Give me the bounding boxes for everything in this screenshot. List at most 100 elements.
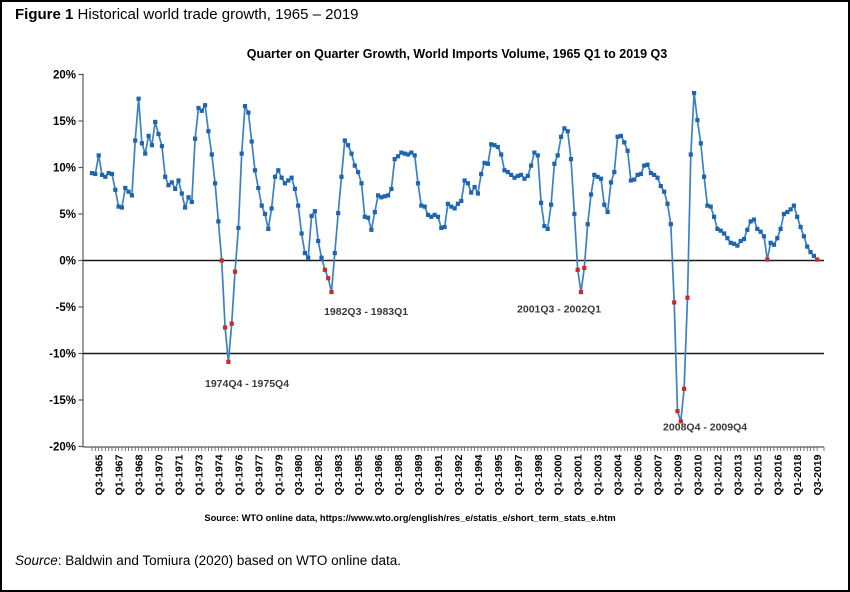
data-point-recession <box>575 267 580 272</box>
data-point <box>146 133 151 138</box>
data-point <box>163 174 168 179</box>
data-point <box>266 226 271 231</box>
data-point <box>522 176 527 181</box>
x-tick-label: Q3-1989 <box>413 454 425 495</box>
data-point <box>482 160 487 165</box>
data-point <box>239 151 244 156</box>
annotation-label: 1974Q4 - 1975Q4 <box>205 378 289 390</box>
x-tick-label: Q3-2001 <box>573 454 585 495</box>
data-point <box>289 175 294 180</box>
source-rest: : Baldwin and Tomiura (2020) based on WT… <box>57 553 401 568</box>
data-point <box>622 140 627 145</box>
data-point-recession <box>675 409 680 414</box>
data-point <box>555 153 560 158</box>
x-tick-label: Q3-1983 <box>333 454 345 495</box>
x-tick-label: Q1-2003 <box>593 454 605 495</box>
data-point <box>605 210 610 215</box>
data-point <box>153 119 158 124</box>
data-point <box>761 234 767 239</box>
y-tick-label: 0% <box>59 256 76 268</box>
data-point <box>472 184 477 190</box>
data-point <box>109 171 115 177</box>
data-point <box>312 209 317 214</box>
data-point <box>592 172 597 177</box>
data-point <box>565 129 570 134</box>
data-point <box>801 234 806 239</box>
data-point <box>292 186 297 191</box>
data-point-recession <box>229 321 234 326</box>
data-point <box>735 243 740 248</box>
x-tick-label: Q1-1985 <box>353 454 365 495</box>
data-point <box>359 181 364 186</box>
x-tick-label: Q3-2016 <box>772 454 784 495</box>
x-tick-label: Q1-1991 <box>433 454 445 495</box>
data-point <box>455 201 460 206</box>
data-point <box>662 189 667 194</box>
data-point <box>535 153 540 158</box>
data-point <box>775 236 780 241</box>
y-tick-label: 15% <box>53 116 76 128</box>
data-point <box>618 133 623 138</box>
data-point <box>99 172 105 177</box>
data-point <box>316 238 321 244</box>
data-point <box>688 152 693 157</box>
x-tick-label: Q3-2007 <box>653 454 665 495</box>
x-tick-label: Q1-1973 <box>193 454 205 495</box>
data-point <box>149 143 154 148</box>
x-tick-label: Q3-1974 <box>213 454 225 495</box>
x-tick-label: Q1-1967 <box>114 454 126 495</box>
data-point <box>475 191 480 196</box>
data-point <box>628 178 633 183</box>
data-point <box>598 176 604 181</box>
data-point <box>625 148 630 153</box>
data-point <box>339 174 344 179</box>
data-point <box>781 211 786 217</box>
x-tick-label: Q3-1977 <box>253 454 265 495</box>
data-point-recession <box>329 290 334 295</box>
data-point-recession <box>219 258 224 263</box>
data-point <box>645 162 650 167</box>
data-point <box>655 175 660 180</box>
data-point-recession <box>326 276 331 281</box>
data-point <box>595 174 600 179</box>
data-point <box>712 214 717 219</box>
data-point <box>279 175 284 180</box>
source-word: Source <box>15 553 58 568</box>
data-point <box>392 157 397 162</box>
data-point <box>745 227 750 232</box>
data-point <box>306 255 311 260</box>
data-point <box>608 180 614 185</box>
data-point <box>256 185 261 191</box>
data-point-recession <box>672 300 677 305</box>
x-tick-label: Q1-1997 <box>513 454 525 495</box>
data-point <box>708 204 713 209</box>
data-point <box>96 153 101 158</box>
data-point <box>738 238 743 244</box>
data-point <box>159 144 164 149</box>
data-point <box>286 178 291 183</box>
data-point <box>652 172 657 177</box>
data-point <box>342 138 347 143</box>
data-point <box>479 171 484 177</box>
data-point <box>602 202 607 207</box>
data-point <box>269 206 274 211</box>
data-point <box>771 242 777 247</box>
data-point <box>505 170 510 175</box>
data-point <box>612 170 617 175</box>
data-point <box>156 131 161 137</box>
y-tick-label: -10% <box>49 349 76 361</box>
annotation-label: 2001Q3 - 2002Q1 <box>517 303 601 315</box>
data-point <box>166 183 171 188</box>
data-point <box>116 204 121 209</box>
data-point <box>189 199 194 204</box>
data-point <box>452 206 457 211</box>
data-point <box>429 214 434 219</box>
data-point <box>113 187 118 192</box>
data-point <box>133 138 138 143</box>
x-tick-label: Q1-2000 <box>553 454 565 495</box>
x-tick-label: Q1-1970 <box>154 454 166 495</box>
data-point <box>495 144 500 150</box>
data-point <box>336 211 341 216</box>
data-point <box>272 174 278 179</box>
data-point-recession <box>815 257 820 262</box>
